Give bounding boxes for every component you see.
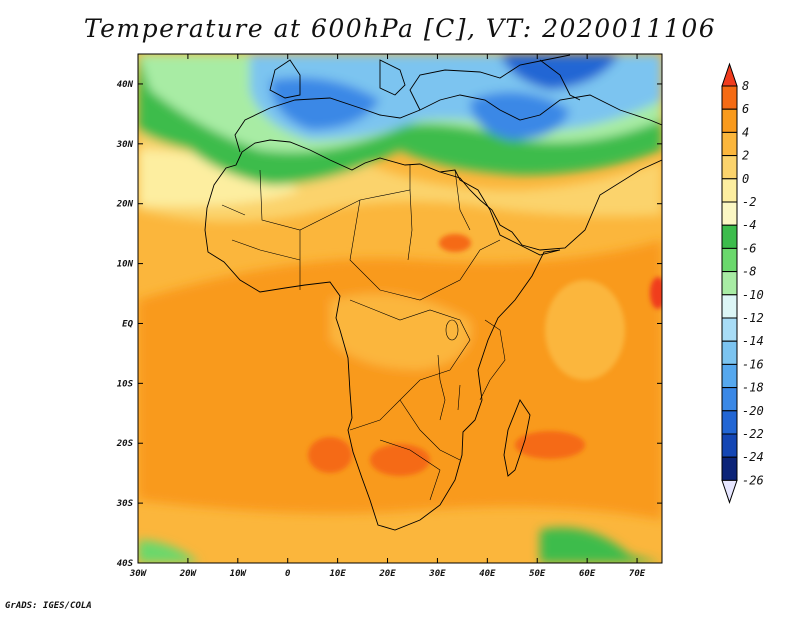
x-tick-label: 20E [378, 569, 396, 579]
x-tick-label: 50E [529, 569, 546, 579]
colorbar-swatch [721, 155, 738, 180]
border-north [409, 165, 471, 231]
colorbar-label: -20 [742, 404, 764, 418]
plot-frame [137, 53, 663, 564]
colorbar-swatch [721, 363, 738, 389]
mediterranean-north-coast [234, 94, 662, 153]
arabia-coast [439, 159, 662, 251]
border-congo [349, 299, 471, 431]
colorbar-label: -8 [742, 265, 756, 279]
map-title: Temperature at 600hPa [C], VT: 202001110… [83, 14, 717, 43]
x-tick-label: 60E [579, 569, 596, 579]
colorbar-label: 2 [742, 149, 749, 163]
x-tick-label: 10W [230, 569, 248, 579]
colorbar-label: 4 [742, 125, 749, 139]
colorbar-swatch [721, 387, 738, 412]
iberia [269, 59, 301, 99]
colorbar-label: -22 [742, 427, 764, 441]
field-south-green [540, 527, 662, 563]
x-tick-label: 30W [129, 569, 148, 579]
madagascar [503, 399, 531, 477]
colorbar-swatch [721, 410, 738, 435]
field-south-green-west [138, 540, 200, 563]
y-tick-label: 40S [117, 559, 134, 569]
black-sea-region [409, 54, 571, 111]
colorbar-label: -12 [742, 311, 764, 325]
colorbar-swatch [721, 294, 738, 319]
colorbar-label: -6 [742, 241, 756, 255]
hot-spot-indian-ocean [515, 431, 585, 459]
colorbar-swatch [721, 433, 738, 458]
y-tick-label: 10N [117, 260, 134, 270]
colorbar-swatch [721, 201, 738, 226]
grads-credit: GrADS: IGES/COLA [5, 601, 92, 611]
hot-spot-sudan [439, 234, 471, 252]
field-cold-core-west [270, 77, 380, 130]
colorbar-swatch [721, 131, 738, 157]
colorbar-label: -26 [742, 473, 764, 487]
colorbar-label: -4 [742, 218, 756, 232]
colorbar-label: -10 [742, 288, 764, 302]
italy-balkans [379, 59, 406, 96]
x-tick-label: 10E [329, 569, 346, 579]
border-lakes [439, 379, 446, 421]
y-tick-label: EQ [122, 319, 133, 329]
colorbar-label: 0 [742, 172, 749, 186]
hot-spot-east [650, 277, 662, 309]
y-tick-label: 20S [116, 439, 134, 449]
coastlines [204, 54, 662, 531]
colorbar-label: -16 [742, 357, 764, 371]
colorbar-label: -2 [742, 195, 756, 209]
caspian [539, 59, 581, 101]
y-tick-label: 30S [116, 499, 134, 509]
x-tick-label: 70E [629, 569, 646, 579]
colorbar-arrow-bottom [721, 479, 738, 504]
hot-spot-namibia [308, 437, 352, 473]
colorbar-swatch [721, 456, 738, 481]
x-tick-label: 0 [285, 569, 291, 579]
mild-indian-ocean [545, 280, 625, 380]
lake-victoria [445, 319, 459, 341]
colorbar-swatch [721, 224, 738, 249]
colorbar-swatch [721, 317, 738, 342]
y-tick-label: 30N [116, 140, 134, 150]
colorbar-label: 6 [742, 102, 749, 116]
y-tick-label: 10S [117, 379, 134, 389]
colorbar-swatch [721, 108, 738, 133]
x-tick-label: 40E [479, 569, 496, 579]
rift-lakes [437, 354, 461, 411]
colorbar-swatch [721, 340, 738, 365]
x-tick-label: 20W [179, 569, 198, 579]
field-mild-center [330, 293, 472, 370]
axis-ticks: 30W 20W 10W 0 10E 20E 30E 40E 50E 60E 70E 40N 30N 20N… [116, 54, 662, 579]
colorbar-label: -18 [742, 381, 764, 395]
colorbar-label: -14 [742, 334, 764, 348]
y-tick-label: 20N [116, 200, 134, 210]
colorbar-label: 8 [742, 79, 749, 93]
temperature-field [138, 54, 662, 563]
field-cold-core-east [470, 92, 570, 140]
colorbar-arrow-top [721, 62, 738, 87]
x-tick-label: 30E [428, 569, 446, 579]
border-south [379, 399, 461, 501]
border-west [221, 204, 301, 261]
colorbar-swatch [721, 178, 738, 203]
hot-spot-botswana [370, 444, 430, 476]
borders [221, 165, 506, 501]
colorbar-label: -24 [742, 450, 764, 464]
colorbar: 8 6 4 2 0 -2 -4 -6 -8 -10 -12 -14 -16 -18 -20 -22 -24 -26 [721, 62, 764, 504]
y-tick-label: 40N [117, 80, 134, 90]
colorbar-swatch [721, 85, 738, 110]
colorbar-swatch [721, 247, 738, 273]
africa-coast [204, 139, 561, 531]
border-east [479, 319, 506, 401]
colorbar-swatch [721, 271, 738, 296]
